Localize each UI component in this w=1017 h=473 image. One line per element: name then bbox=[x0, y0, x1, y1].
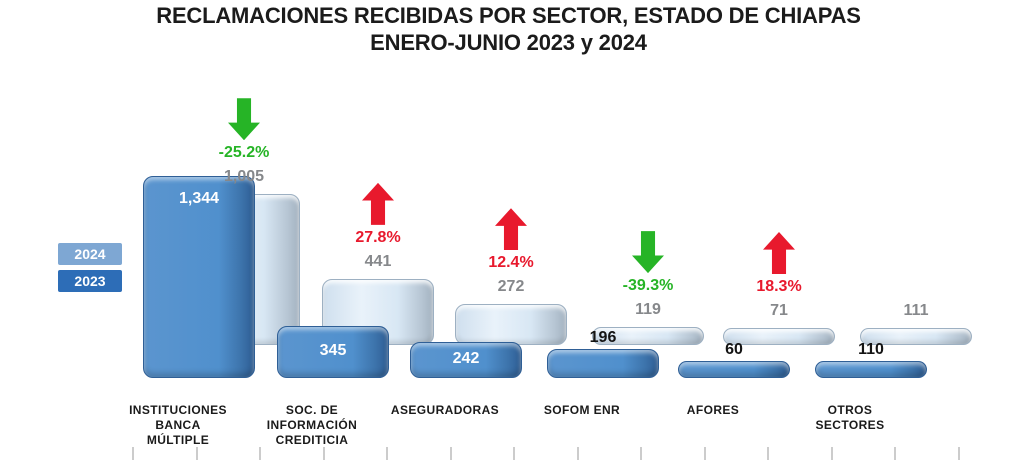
legend-item-2023: 2023 bbox=[58, 270, 122, 292]
axis-label-line: BANCA bbox=[155, 418, 201, 432]
axis-tick bbox=[576, 447, 579, 460]
value-2023-afores: 60 bbox=[725, 341, 743, 358]
axis-tick bbox=[322, 447, 325, 460]
axis-label-otros-sectores: OTROS SECTORES bbox=[775, 403, 925, 433]
legend-item-2024: 2024 bbox=[58, 243, 122, 265]
axis-tick bbox=[640, 447, 642, 460]
axis-tick bbox=[449, 447, 452, 460]
bar-2023-soc-de-informaci-n-crediticia bbox=[277, 326, 389, 378]
axis-label-sofom-enr: SOFOM ENR bbox=[507, 403, 657, 418]
pct-change-instituciones-banca-m-ltiple: -25.2% bbox=[218, 144, 270, 162]
chart-title: RECLAMACIONES RECIBIDAS POR SECTOR, ESTA… bbox=[0, 2, 1017, 56]
bar-2023-afores bbox=[678, 361, 790, 378]
axis-label-line: ASEGURADORAS bbox=[390, 403, 500, 417]
axis-tick bbox=[195, 447, 198, 460]
bar-2024-sofom-enr bbox=[592, 327, 704, 345]
value-2023-sofom-enr: 196 bbox=[589, 328, 617, 346]
axis-label-line: MÚLTIPLE bbox=[146, 433, 210, 447]
increase-arrow-icon-aseguradoras bbox=[495, 208, 527, 251]
chart-title-line1: RECLAMACIONES RECIBIDAS POR SECTOR, ESTA… bbox=[156, 3, 861, 28]
axis-tick bbox=[259, 447, 261, 460]
axis-label-line: SOC. DE bbox=[285, 403, 339, 417]
value-2024-afores: 71 bbox=[770, 302, 788, 319]
axis-label-aseguradoras: ASEGURADORAS bbox=[370, 403, 520, 418]
axis-label-line: INFORMACIÓN bbox=[266, 418, 358, 432]
value-2024-sofom-enr: 119 bbox=[635, 301, 661, 319]
value-2023-aseguradoras: 242 bbox=[452, 349, 480, 367]
axis-tick bbox=[894, 447, 896, 460]
axis-label-afores: AFORES bbox=[638, 403, 788, 418]
value-2023-otros-sectores: 110 bbox=[858, 341, 884, 358]
axis-label-line: CREDITICIA bbox=[275, 433, 349, 447]
axis-label-line: SECTORES bbox=[815, 418, 885, 432]
bar-2024-afores bbox=[723, 328, 835, 345]
value-2024-soc-de-informaci-n-crediticia: 441 bbox=[364, 252, 392, 270]
chart-title-line2: ENERO-JUNIO 2023 y 2024 bbox=[370, 30, 647, 55]
value-2023-instituciones-banca-m-ltiple: 1,344 bbox=[178, 190, 220, 208]
value-2024-otros-sectores: 111 bbox=[903, 302, 929, 319]
increase-arrow-icon-afores bbox=[763, 232, 795, 274]
bar-2024-otros-sectores bbox=[860, 328, 972, 345]
increase-arrow-icon-soc-de-informaci-n-crediticia bbox=[362, 182, 394, 225]
axis-tick bbox=[957, 447, 960, 460]
axis-label-instituciones-banca-m-ltiple: INSTITUCIONES BANCA MÚLTIPLE bbox=[103, 403, 253, 448]
decrease-arrow-icon-instituciones-banca-m-ltiple bbox=[228, 98, 260, 141]
axis-tick bbox=[703, 447, 706, 460]
bar-2023-otros-sectores bbox=[815, 361, 927, 378]
axis-tick bbox=[513, 447, 515, 460]
bar-2023-sofom-enr bbox=[547, 348, 659, 378]
bar-2023-aseguradoras bbox=[410, 341, 522, 378]
pct-change-aseguradoras: 12.4% bbox=[488, 254, 534, 272]
axis-tick bbox=[767, 447, 769, 460]
pct-change-sofom-enr: -39.3% bbox=[622, 277, 674, 295]
value-2024-aseguradoras: 272 bbox=[497, 278, 525, 296]
legend: 2024 2023 bbox=[58, 243, 122, 297]
pct-change-soc-de-informaci-n-crediticia: 27.8% bbox=[355, 228, 401, 246]
axis-label-line: OTROS bbox=[827, 403, 873, 417]
axis-label-soc-de-informaci-n-crediticia: SOC. DE INFORMACIÓN CREDITICIA bbox=[237, 403, 387, 448]
bar-2023-instituciones-banca-m-ltiple bbox=[143, 176, 255, 378]
axis-tick bbox=[132, 447, 134, 460]
value-2023-soc-de-informaci-n-crediticia: 345 bbox=[319, 342, 347, 360]
pct-change-afores: 18.3% bbox=[756, 278, 802, 295]
axis-tick bbox=[386, 447, 388, 460]
axis-label-line: AFORES bbox=[686, 403, 740, 417]
axis-tick bbox=[830, 447, 833, 460]
decrease-arrow-icon-sofom-enr bbox=[632, 231, 664, 274]
axis-label-line: SOFOM ENR bbox=[543, 403, 621, 417]
axis-label-line: INSTITUCIONES bbox=[129, 403, 227, 417]
bar-2024-aseguradoras bbox=[455, 304, 567, 345]
value-2024-instituciones-banca-m-ltiple: 1,005 bbox=[223, 168, 265, 186]
